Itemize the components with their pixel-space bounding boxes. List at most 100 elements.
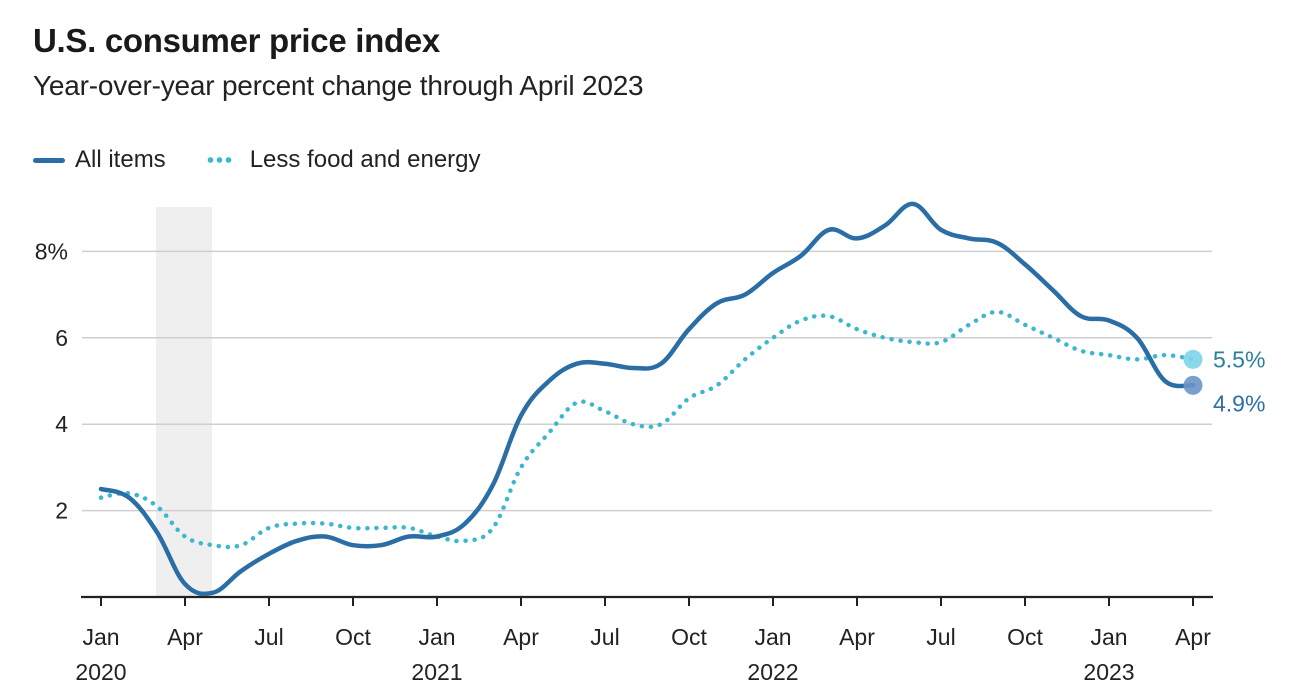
legend-item-all-items: All items [33, 146, 166, 174]
end-label-all-items: 4.9% [1213, 390, 1265, 416]
data-point-core [1023, 323, 1027, 327]
x-tick-year-label: 2020 [75, 659, 126, 685]
x-tick-label: Jan [418, 624, 455, 650]
data-point-all-items [743, 293, 747, 297]
data-point-all-items [939, 228, 943, 232]
data-point-core [799, 319, 803, 323]
gridlines [82, 250, 1212, 512]
end-markers: 5.5% 4.9% [1183, 346, 1265, 416]
y-tick-label: 4 [55, 411, 68, 437]
data-point-core [1163, 353, 1167, 357]
data-point-core [351, 526, 355, 530]
data-point-all-items [267, 552, 271, 556]
y-tick-label: 8% [35, 238, 68, 264]
data-point-all-items [631, 366, 635, 370]
data-point-core [1107, 353, 1111, 357]
data-point-core [883, 336, 887, 340]
data-point-core [771, 336, 775, 340]
data-point-core [603, 409, 607, 413]
legend: All items Less food and energy [33, 146, 519, 174]
data-point-all-items [519, 414, 523, 418]
data-point-core [323, 522, 327, 526]
series-line-all-items [98, 201, 1196, 597]
data-point-core [911, 340, 915, 344]
x-tick-year-label: 2022 [747, 659, 798, 685]
data-point-core [575, 401, 579, 405]
data-point-all-items [827, 228, 831, 232]
data-point-all-items [295, 539, 299, 543]
data-point-all-items [99, 487, 103, 491]
data-point-core [687, 396, 691, 400]
data-point-core [715, 383, 719, 387]
solid-line-swatch-icon [33, 157, 65, 163]
x-tick-label: Apr [839, 624, 875, 650]
series-line-core [98, 309, 1196, 550]
data-point-core [519, 465, 523, 469]
data-point-core [659, 422, 663, 426]
data-point-core [743, 357, 747, 361]
data-point-core [463, 539, 467, 543]
data-point-core [211, 543, 215, 547]
chart-title: U.S. consumer price index [33, 22, 440, 59]
data-point-core [855, 327, 859, 331]
end-label-core: 5.5% [1213, 346, 1265, 372]
end-marker-all-items [1183, 375, 1203, 395]
data-point-core [827, 314, 831, 318]
data-point-all-items [967, 236, 971, 240]
data-point-all-items [1023, 262, 1027, 266]
data-point-all-items [211, 591, 215, 595]
data-point-all-items [379, 543, 383, 547]
data-point-core [967, 323, 971, 327]
x-tick-year-label: 2023 [1083, 659, 1134, 685]
data-point-all-items [239, 569, 243, 573]
data-point-core [239, 543, 243, 547]
x-axis [81, 595, 1213, 606]
shaded-periods [156, 207, 212, 597]
data-point-all-items [687, 327, 691, 331]
data-point-all-items [911, 202, 915, 206]
legend-label-core: Less food and energy [249, 146, 481, 173]
data-point-core [183, 535, 187, 539]
x-tick-label: Apr [503, 624, 539, 650]
y-axis-tick-labels: 2 4 6 8% [35, 238, 68, 523]
data-point-core [407, 526, 411, 530]
x-tick-label: Jan [1090, 624, 1127, 650]
x-axis-tick-labels: Jan 2020 Apr Jul Oct Jan 2021 Apr Jul Oct Jan 2022 A… [75, 624, 1211, 685]
x-tick-label: Jan [754, 624, 791, 650]
data-point-all-items [323, 535, 327, 539]
x-tick-label: Apr [167, 624, 203, 650]
x-tick-label: Oct [671, 624, 707, 650]
data-point-core [631, 422, 635, 426]
data-point-all-items [603, 362, 607, 366]
data-point-core [547, 431, 551, 435]
data-point-all-items [351, 543, 355, 547]
x-tick-label: Jan [82, 624, 119, 650]
data-point-core [155, 504, 159, 508]
data-point-all-items [1135, 336, 1139, 340]
x-tick-label: Jul [590, 624, 619, 650]
y-tick-label: 2 [55, 498, 68, 524]
x-tick-label: Jul [254, 624, 283, 650]
data-point-all-items [1107, 319, 1111, 323]
x-tick-label: Jul [926, 624, 955, 650]
data-point-core [939, 340, 943, 344]
x-tick-year-label: 2021 [411, 659, 462, 685]
data-point-core [491, 526, 495, 530]
x-tick-label: Oct [335, 624, 371, 650]
data-point-all-items [883, 223, 887, 227]
data-point-core [995, 310, 999, 314]
legend-label-all-items: All items [75, 146, 166, 173]
data-point-all-items [575, 362, 579, 366]
y-tick-label: 6 [55, 325, 68, 351]
data-point-core [1051, 336, 1055, 340]
data-point-all-items [771, 271, 775, 275]
data-point-all-items [155, 530, 159, 534]
data-point-all-items [659, 362, 663, 366]
end-marker-core [1183, 349, 1203, 369]
data-point-all-items [407, 535, 411, 539]
data-point-all-items [183, 582, 187, 586]
data-point-core [1135, 357, 1139, 361]
data-point-core [379, 526, 383, 530]
data-point-core [295, 522, 299, 526]
